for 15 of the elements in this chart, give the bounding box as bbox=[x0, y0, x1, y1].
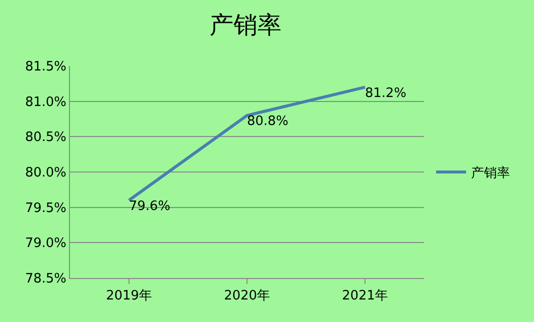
y-tick-label: 80.0% bbox=[25, 166, 66, 181]
x-tick-label: 2020年 bbox=[224, 288, 270, 304]
y-tick-label: 79.0% bbox=[25, 236, 66, 252]
data-label: 80.8% bbox=[247, 114, 288, 130]
y-tick-label: 80.5% bbox=[25, 130, 66, 146]
x-tick-label: 2021年 bbox=[342, 288, 388, 304]
y-tick-label: 78.5% bbox=[25, 272, 66, 287]
y-tick-label: 81.5% bbox=[25, 60, 66, 75]
chart-title: 产销率 bbox=[210, 10, 282, 39]
x-tick-label: 2019年 bbox=[106, 288, 152, 304]
data-label: 81.2% bbox=[365, 86, 406, 101]
y-tick-label: 81.0% bbox=[25, 94, 66, 110]
y-tick-label: 79.5% bbox=[25, 200, 66, 216]
data-label: 79.6% bbox=[129, 199, 170, 214]
legend-label: 产销率 bbox=[471, 165, 510, 182]
